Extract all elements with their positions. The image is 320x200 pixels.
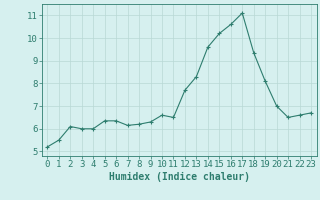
X-axis label: Humidex (Indice chaleur): Humidex (Indice chaleur) bbox=[109, 172, 250, 182]
